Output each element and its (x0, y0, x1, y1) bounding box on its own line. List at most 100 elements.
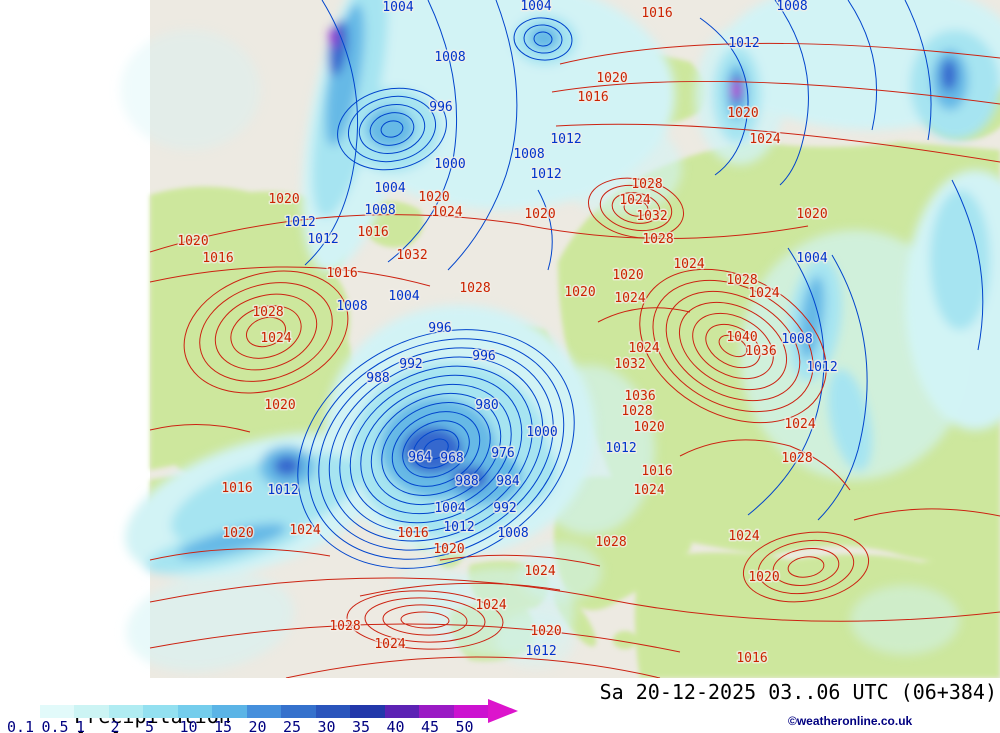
svg-text:1020: 1020 (222, 526, 253, 541)
svg-text:1008: 1008 (434, 50, 465, 65)
svg-text:1004: 1004 (796, 251, 827, 266)
scale-segment (108, 705, 143, 718)
svg-text:992: 992 (493, 501, 516, 516)
scale-value: 0.1 (7, 718, 35, 733)
scale-segment (350, 705, 385, 718)
scale-value: 1 (76, 718, 86, 733)
scale-value: 30 (317, 718, 336, 733)
svg-text:1040: 1040 (726, 330, 757, 345)
svg-text:1004: 1004 (374, 181, 405, 196)
svg-text:1000: 1000 (526, 425, 557, 440)
svg-text:1024: 1024 (431, 205, 462, 220)
svg-text:1032: 1032 (636, 209, 667, 224)
scale-value: 5 (145, 718, 155, 733)
svg-text:1024: 1024 (619, 193, 650, 208)
svg-text:980: 980 (475, 398, 498, 413)
svg-text:1024: 1024 (475, 598, 506, 613)
scale-segment (177, 705, 212, 718)
svg-text:1024: 1024 (614, 291, 645, 306)
svg-text:1024: 1024 (633, 483, 664, 498)
status-bar: Precipitation [mm] GFS Sa 20-12-2025 03.… (0, 678, 1000, 733)
svg-text:1020: 1020 (564, 285, 595, 300)
svg-text:1020: 1020 (418, 190, 449, 205)
svg-text:1016: 1016 (736, 651, 767, 666)
scale-value: 0.5 (41, 718, 69, 733)
svg-text:1020: 1020 (748, 570, 779, 585)
svg-text:964: 964 (408, 450, 432, 465)
svg-text:1012: 1012 (307, 232, 338, 247)
svg-text:996: 996 (429, 100, 452, 115)
svg-text:1020: 1020 (433, 542, 464, 557)
copyright: ©weatheronline.co.uk (788, 714, 913, 728)
scale-segment (453, 705, 488, 718)
svg-text:1028: 1028 (726, 273, 757, 288)
svg-text:1004: 1004 (382, 0, 413, 15)
svg-text:1004: 1004 (520, 0, 551, 14)
svg-text:1008: 1008 (513, 147, 544, 162)
svg-text:1032: 1032 (396, 248, 427, 263)
svg-text:1024: 1024 (289, 523, 320, 538)
svg-text:1024: 1024 (748, 286, 779, 301)
svg-text:1008: 1008 (364, 203, 395, 218)
svg-text:1028: 1028 (621, 404, 652, 419)
scale-value: 35 (352, 718, 371, 733)
svg-text:1024: 1024 (749, 132, 780, 147)
scale-value: 2 (110, 718, 120, 733)
unit-label: [mm] (74, 728, 122, 733)
scale-value: 45 (421, 718, 440, 733)
svg-text:1032: 1032 (614, 357, 645, 372)
svg-text:1016: 1016 (577, 90, 608, 105)
svg-text:1020: 1020 (264, 398, 295, 413)
svg-text:988: 988 (366, 371, 389, 386)
svg-text:1024: 1024 (784, 417, 815, 432)
svg-text:1012: 1012 (284, 215, 315, 230)
svg-text:1012: 1012 (550, 132, 581, 147)
svg-text:1020: 1020 (612, 268, 643, 283)
svg-text:1012: 1012 (605, 441, 636, 456)
precipitation-shading (120, 0, 1000, 672)
svg-text:1016: 1016 (641, 464, 672, 479)
svg-text:1004: 1004 (434, 501, 465, 516)
isobar-open-curves (149, 0, 1000, 678)
svg-text:1008: 1008 (336, 299, 367, 314)
svg-text:1012: 1012 (267, 483, 298, 498)
svg-text:1024: 1024 (374, 637, 405, 652)
svg-text:1024: 1024 (260, 331, 291, 346)
scale-segment (143, 705, 178, 718)
scale-value: 10 (179, 718, 198, 733)
svg-text:996: 996 (428, 321, 451, 336)
svg-text:1008: 1008 (776, 0, 807, 14)
scale-value-labels: 0.1 0.5 1 2 5 10 15 20 25 30 35 40 45 50 (0, 718, 560, 733)
svg-text:1016: 1016 (641, 6, 672, 21)
map-datetime: Sa 20-12-2025 03..06 UTC (06+384) (599, 680, 997, 704)
isobar-rings (183, 17, 870, 650)
svg-text:1012: 1012 (530, 167, 561, 182)
svg-text:1012: 1012 (728, 36, 759, 51)
svg-text:1020: 1020 (177, 234, 208, 249)
svg-text:1020: 1020 (796, 207, 827, 222)
precip-color-scale (5, 705, 488, 718)
svg-text:992: 992 (399, 357, 422, 372)
scale-value: 50 (455, 718, 474, 733)
svg-text:1016: 1016 (326, 266, 357, 281)
scale-segment (39, 705, 74, 718)
scale-segment (315, 705, 350, 718)
svg-text:1016: 1016 (221, 481, 252, 496)
svg-text:1024: 1024 (628, 341, 659, 356)
svg-text:1020: 1020 (596, 71, 627, 86)
svg-text:1004: 1004 (388, 289, 419, 304)
svg-text:1028: 1028 (329, 619, 360, 634)
scale-segment (246, 705, 281, 718)
svg-text:1020: 1020 (633, 420, 664, 435)
svg-text:1028: 1028 (781, 451, 812, 466)
svg-text:1020: 1020 (524, 207, 555, 222)
svg-text:1020: 1020 (530, 624, 561, 639)
svg-text:1012: 1012 (525, 644, 556, 659)
svg-text:1016: 1016 (357, 225, 388, 240)
svg-text:1008: 1008 (781, 332, 812, 347)
scale-segment (212, 705, 247, 718)
scale-segment (384, 705, 419, 718)
scale-segment (5, 705, 40, 718)
